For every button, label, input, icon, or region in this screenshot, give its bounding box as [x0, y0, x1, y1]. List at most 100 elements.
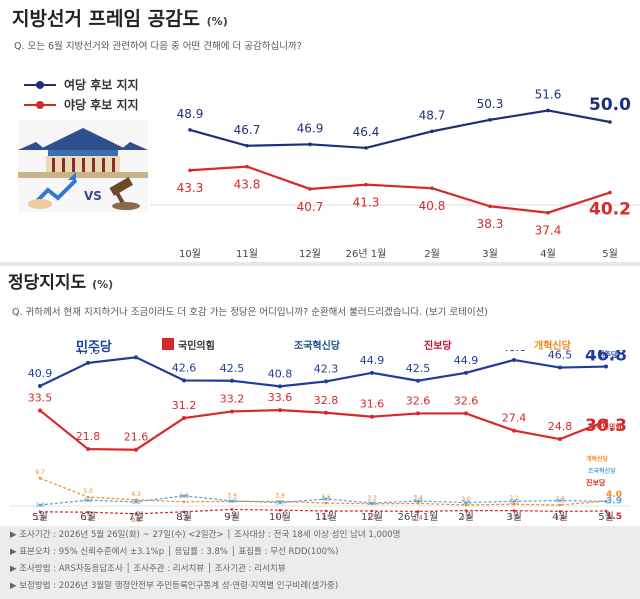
end-label-progressive: 진보당	[586, 479, 606, 487]
chart2-data-label: 3.4	[413, 494, 423, 501]
chart2-point	[416, 502, 420, 505]
chart2-point	[370, 509, 374, 513]
party-reform: 개혁신당	[534, 341, 571, 352]
end-label-minjoo: 민주당	[598, 351, 618, 359]
chart1-plot: 48.9 46.7 46.9 46.4 48.7 50.3 51.6 50.0 43.3 43.8…	[150, 87, 640, 260]
chart2-plot: 40.9 47.9 49.6 42.6 42.5 40.8 42.3 44.9 42.5 44.9…	[10, 350, 630, 524]
chart2-data-label: 1.3	[35, 515, 45, 522]
chart2-point	[604, 364, 608, 369]
chart2-point	[416, 510, 420, 513]
chart2-point	[324, 509, 328, 513]
chart1-point	[364, 146, 368, 150]
chart1-title: 지방선거 프레임 공감도 (%)	[12, 8, 228, 30]
chart2-data-label: 44.9	[360, 354, 385, 367]
chart2-data-label: 21.6	[124, 431, 149, 444]
chart2-point	[324, 497, 328, 501]
chart2-data-label: 4.5	[321, 496, 331, 503]
chart2-data-label: 44.9	[454, 354, 479, 367]
chart2-x-tick: 9월	[224, 511, 240, 523]
chart2-data-label: 3.0	[461, 496, 471, 503]
chart2-point	[134, 498, 138, 502]
chart2-point	[134, 447, 138, 452]
chart1-x-tick: 10월	[179, 248, 201, 260]
chart2-data-label: 27.4	[502, 412, 527, 425]
chart1-point	[546, 210, 550, 215]
chart2-data-label: 32.8	[314, 394, 339, 407]
chart2-x-tick: 2월	[458, 511, 474, 523]
chart2-data-label: 30.3	[585, 416, 627, 436]
end-label-rebuilding: 조국혁신당	[588, 468, 616, 475]
chart2-point	[134, 500, 138, 504]
footer-line-4: ▶ 보정방법 : 2026년 3월말 행정안전부 주민등록인구통계 성·연령·지…	[10, 581, 339, 591]
chart1-x-tick: 26년 1월	[346, 248, 387, 260]
chart2-point	[38, 476, 42, 480]
svg-text:VS: VS	[84, 189, 102, 203]
palace-vote-illustration: VS	[18, 120, 148, 212]
chart2-point	[230, 378, 234, 383]
chart2-data-label: 31.2	[172, 399, 197, 412]
footer-line-3: ▶ 조사방법 : ARS자동응답조사 │ 조사주관 : 리서치뷰 │ 조사기관 …	[10, 564, 286, 574]
chart2-data-label: 32.6	[406, 394, 431, 407]
chart2-point	[230, 508, 234, 511]
chart2-data-label: 5.0	[83, 488, 93, 495]
chart2-point	[86, 495, 90, 499]
chart2-point	[38, 510, 42, 514]
chart2-data-label: 5.3	[179, 493, 189, 500]
chart2-point	[324, 379, 328, 384]
chart1-x-tick: 5월	[602, 248, 618, 260]
chart2-data-label: 1.6	[461, 514, 471, 521]
chart2-point	[86, 447, 90, 452]
chart1-point	[245, 164, 249, 169]
chart1-data-label: 40.8	[419, 199, 446, 213]
chart1-point	[245, 143, 249, 148]
chart1-series-line-0	[189, 109, 611, 150]
chart2-data-label: 1.6	[509, 514, 519, 521]
chart2-point	[38, 503, 42, 507]
chart1-data-label: 40.7	[297, 200, 324, 214]
chart2-data-label: 46.5	[548, 350, 573, 362]
chart1-data-label: 48.7	[419, 108, 446, 122]
chart2-point	[86, 498, 90, 502]
legend-ruling-label: 여당 후보 지지	[64, 78, 139, 92]
chart2-point	[278, 384, 282, 389]
chart2-point	[370, 414, 374, 419]
party-minjoo: 민주당	[76, 340, 112, 355]
chart2-point	[512, 500, 516, 503]
chart2-point	[464, 503, 468, 507]
chart2-data-label: 48.8	[502, 350, 527, 354]
chart1-series-line-1	[189, 165, 611, 214]
chart2-data-label: 47.9	[76, 350, 101, 357]
chart2-point	[182, 500, 186, 504]
chart1-data-label: 50.0	[589, 95, 631, 115]
legend-opposition-marker	[24, 100, 56, 109]
chart1-data-label: 41.3	[353, 196, 380, 210]
survey-footer: ▶ 조사기간 : 2026년 5월 26일(화) ~ 27일(수) <2일간> …	[0, 526, 640, 599]
chart2-data-label: 1.5	[606, 512, 622, 522]
chart2-point	[278, 508, 282, 512]
chart2-data-label: 32.6	[454, 394, 479, 407]
chart2-x-tick: 6월	[80, 511, 96, 523]
chart2-point	[558, 503, 562, 507]
chart1-point	[364, 182, 368, 187]
chart2-data-label: 3.9	[275, 492, 285, 499]
chart2-data-label: 4.0	[606, 490, 622, 500]
chart2-data-label: 4.3	[131, 491, 141, 498]
chart2-question: Q. 귀하께서 현재 지지하거나 조금이라도 더 호감 가는 정당은 어디입니까…	[12, 307, 489, 318]
chart1-point	[308, 142, 312, 147]
party-rebuilding: 조국혁신당	[294, 341, 340, 352]
chart1-x-tick: 4월	[540, 248, 556, 260]
chart2-data-label: 3.9	[606, 496, 622, 506]
chart2-data-label: 21.8	[76, 430, 101, 443]
chart2-point	[370, 370, 374, 375]
chart2-data-label: 40.8	[268, 367, 293, 380]
chart2-data-label: 3.9	[227, 492, 237, 499]
chart2-point	[38, 408, 42, 413]
chart2-data-label: 1.2	[83, 515, 93, 522]
chart2-point	[464, 509, 468, 512]
chart2-data-label: 3.5	[367, 500, 377, 507]
ppp-logo	[162, 338, 174, 350]
chart1-data-label: 37.4	[535, 224, 562, 238]
chart1-point	[546, 108, 550, 113]
chart1-point	[430, 186, 434, 191]
legend-opposition-label: 야당 후보 지지	[64, 98, 139, 112]
